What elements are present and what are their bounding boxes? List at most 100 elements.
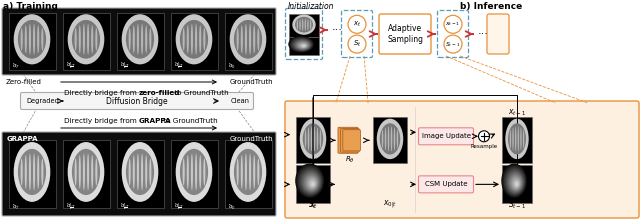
Ellipse shape	[230, 142, 266, 202]
Text: $\hat{\alpha}_{0}$: $\hat{\alpha}_{0}$	[228, 202, 236, 212]
Ellipse shape	[126, 20, 154, 59]
Text: $\hat{\alpha}_{\frac{1}{2}T}$: $\hat{\alpha}_{\frac{1}{2}T}$	[66, 201, 76, 212]
Circle shape	[479, 131, 490, 142]
Ellipse shape	[149, 158, 152, 186]
Ellipse shape	[303, 123, 323, 154]
Bar	[296, 117, 330, 163]
Ellipse shape	[301, 45, 306, 47]
Ellipse shape	[42, 28, 44, 51]
Text: Directly bridge from: Directly bridge from	[64, 118, 139, 124]
Ellipse shape	[72, 149, 100, 195]
Ellipse shape	[204, 158, 205, 186]
Text: a) Training: a) Training	[3, 2, 58, 11]
Ellipse shape	[257, 28, 259, 51]
Text: $\hat{\alpha}_{\frac{1}{2}T}$: $\hat{\alpha}_{\frac{1}{2}T}$	[120, 60, 130, 71]
Text: CSM Update: CSM Update	[425, 181, 467, 187]
Ellipse shape	[191, 153, 193, 191]
Ellipse shape	[291, 37, 312, 52]
Bar	[502, 117, 532, 163]
Ellipse shape	[296, 41, 309, 49]
Ellipse shape	[523, 130, 524, 148]
Ellipse shape	[292, 15, 316, 35]
Ellipse shape	[141, 153, 143, 191]
Ellipse shape	[305, 130, 307, 148]
Ellipse shape	[137, 153, 139, 191]
Ellipse shape	[305, 175, 318, 190]
Ellipse shape	[68, 142, 104, 202]
Circle shape	[348, 35, 366, 53]
Ellipse shape	[300, 44, 307, 48]
Ellipse shape	[305, 18, 306, 31]
Text: GroundTruth: GroundTruth	[229, 136, 273, 142]
Ellipse shape	[300, 119, 326, 159]
Ellipse shape	[249, 153, 251, 191]
Ellipse shape	[303, 45, 305, 47]
Ellipse shape	[514, 180, 519, 187]
Ellipse shape	[79, 155, 81, 189]
FancyBboxPatch shape	[2, 132, 276, 216]
Text: b) Inference: b) Inference	[460, 2, 522, 11]
Ellipse shape	[307, 19, 308, 30]
Ellipse shape	[87, 24, 89, 55]
Bar	[296, 165, 330, 203]
Text: $\hat{\alpha}_{T}$: $\hat{\alpha}_{T}$	[12, 202, 20, 212]
Ellipse shape	[506, 170, 524, 194]
Ellipse shape	[302, 18, 303, 31]
Ellipse shape	[310, 181, 315, 187]
Text: ···: ···	[478, 29, 489, 39]
Ellipse shape	[308, 179, 316, 188]
Ellipse shape	[509, 130, 511, 148]
Bar	[170, 140, 218, 208]
Text: $\hat{\alpha}_{\frac{1}{2}T}$: $\hat{\alpha}_{\frac{1}{2}T}$	[174, 201, 184, 212]
Bar	[63, 140, 109, 208]
Ellipse shape	[122, 14, 158, 64]
Ellipse shape	[520, 128, 522, 150]
Ellipse shape	[317, 128, 318, 150]
Ellipse shape	[504, 168, 525, 195]
Text: Degraded: Degraded	[26, 98, 59, 104]
Ellipse shape	[380, 123, 400, 154]
Ellipse shape	[388, 126, 389, 151]
Ellipse shape	[511, 176, 521, 190]
Ellipse shape	[199, 155, 201, 189]
Ellipse shape	[95, 28, 97, 51]
Ellipse shape	[245, 24, 247, 55]
Ellipse shape	[512, 177, 520, 189]
Text: $x_t$: $x_t$	[308, 200, 317, 211]
Ellipse shape	[508, 172, 523, 192]
Text: $S_{t-1}$: $S_{t-1}$	[508, 198, 526, 211]
Ellipse shape	[241, 25, 243, 53]
Ellipse shape	[300, 170, 321, 194]
Text: $S_t$: $S_t$	[353, 39, 361, 49]
Ellipse shape	[29, 153, 31, 191]
Ellipse shape	[42, 158, 44, 186]
Ellipse shape	[195, 24, 197, 55]
Circle shape	[444, 15, 462, 33]
Text: GRAPPA: GRAPPA	[7, 136, 38, 142]
Ellipse shape	[518, 126, 519, 151]
Ellipse shape	[311, 182, 314, 186]
Ellipse shape	[129, 158, 131, 186]
Ellipse shape	[308, 178, 317, 189]
Ellipse shape	[297, 20, 298, 29]
Ellipse shape	[237, 28, 239, 51]
Ellipse shape	[303, 172, 319, 192]
Text: $x_t$: $x_t$	[353, 20, 361, 29]
Circle shape	[444, 35, 462, 53]
Ellipse shape	[33, 153, 35, 191]
Ellipse shape	[506, 170, 524, 194]
Ellipse shape	[294, 39, 311, 50]
FancyBboxPatch shape	[419, 176, 474, 193]
Text: $\hat{\alpha}_{T}$: $\hat{\alpha}_{T}$	[12, 61, 20, 71]
Ellipse shape	[230, 14, 266, 64]
Ellipse shape	[296, 165, 324, 197]
Ellipse shape	[25, 155, 27, 189]
Bar	[289, 37, 319, 55]
Ellipse shape	[506, 119, 529, 159]
Ellipse shape	[305, 174, 319, 191]
Ellipse shape	[515, 126, 516, 151]
Ellipse shape	[249, 24, 251, 55]
Ellipse shape	[385, 128, 387, 150]
FancyBboxPatch shape	[285, 101, 639, 218]
Ellipse shape	[391, 126, 392, 151]
